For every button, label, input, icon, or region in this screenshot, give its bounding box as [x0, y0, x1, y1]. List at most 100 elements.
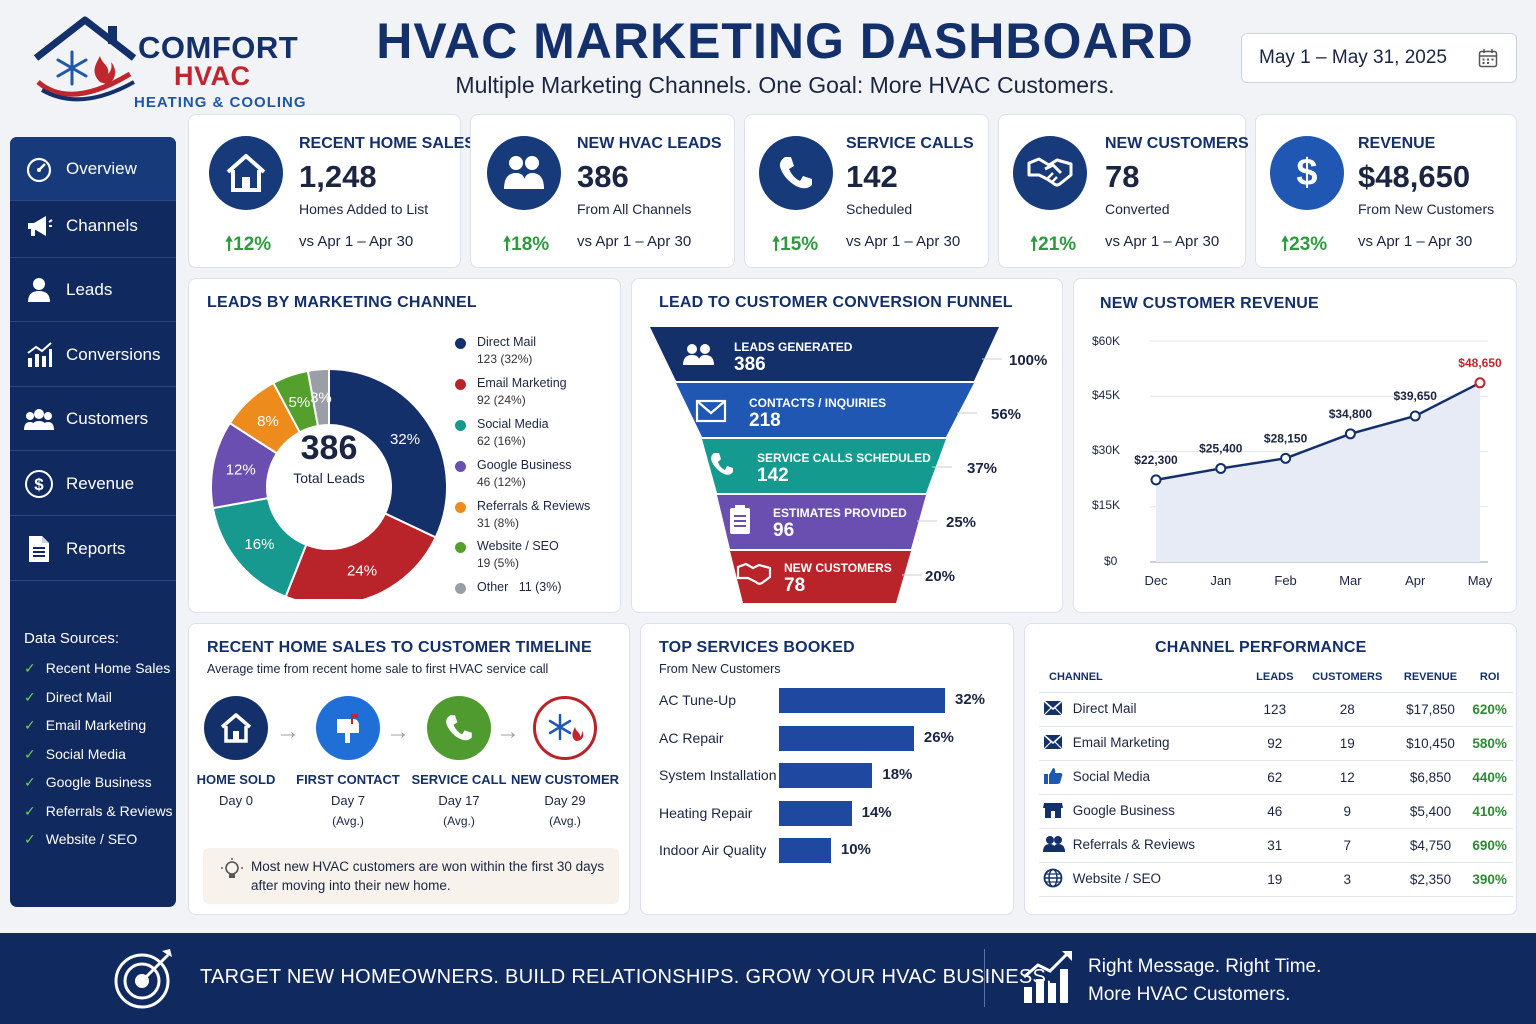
- kpi-delta: 🠕12%: [225, 234, 272, 255]
- data-source-item: ✓ Social Media: [24, 746, 126, 762]
- envelope-icon: [1043, 699, 1069, 719]
- kpi-card-revenue[interactable]: $ REVENUE $48,650 From New Customers 🠕23…: [1255, 114, 1517, 268]
- arrow-up-icon: 🠕: [503, 234, 512, 255]
- kpi-card-home-sales[interactable]: RECENT HOME SALES 1,248 Homes Added to L…: [188, 114, 475, 268]
- kpi-value: $48,650: [1358, 159, 1471, 194]
- section-title: RECENT HOME SALES TO CUSTOMER TIMELINE: [207, 639, 592, 656]
- funnel-stage-leads: [650, 327, 999, 381]
- date-range-picker[interactable]: May 1 – May 31, 2025: [1241, 33, 1517, 83]
- roi-cell: 410%: [1466, 794, 1513, 829]
- legend-item: Email Marketing 92 (24%): [455, 376, 567, 407]
- kpi-compare: vs Apr 1 – Apr 30: [299, 233, 414, 250]
- data-source-item: ✓ Referrals & Reviews: [24, 803, 173, 819]
- sidebar-item-label: Customers: [66, 408, 149, 428]
- donut-center-label: Total Leads: [293, 470, 365, 486]
- funnel-stage-customers: [730, 551, 911, 603]
- table-row[interactable]: Website / SEO 19 3 $2,350 390%: [1039, 862, 1513, 897]
- kpi-value: 386: [577, 159, 629, 194]
- house-icon: [209, 136, 283, 210]
- revenue-data-label: $48,650: [1458, 356, 1502, 370]
- table-row[interactable]: Social Media 62 12 $6,850 440%: [1039, 760, 1513, 795]
- timeline-step: NEW CUSTOMER Day 29 (Avg.): [510, 696, 620, 828]
- donut-slice-label: 3%: [310, 389, 332, 406]
- x-tick-label: Mar: [1339, 573, 1362, 588]
- page-title: HVAC MARKETING DASHBOARD: [376, 13, 1194, 69]
- section-title: CHANNEL PERFORMANCE: [1155, 639, 1367, 656]
- table-row[interactable]: Google Business 46 9 $5,400 410%: [1039, 794, 1513, 829]
- kpi-subtitle: Converted: [1105, 201, 1170, 217]
- funnel-value: 218: [749, 410, 781, 431]
- top-services-card: TOP SERVICES BOOKED From New Customers A…: [640, 623, 1014, 915]
- timeline-step: FIRST CONTACT Day 7 (Avg.): [293, 696, 403, 828]
- legend-swatch: [455, 461, 466, 472]
- sidebar-item-revenue[interactable]: $ Revenue: [10, 452, 176, 516]
- section-subtitle: Average time from recent home sale to fi…: [207, 662, 549, 676]
- sidebar-item-leads[interactable]: Leads: [10, 258, 176, 322]
- table-row[interactable]: Email Marketing 92 19 $10,450 580%: [1039, 726, 1513, 761]
- users-icon: [487, 136, 561, 210]
- data-sources-title: Data Sources:: [24, 630, 120, 647]
- funnel-label: LEADS GENERATED: [734, 340, 853, 354]
- service-pct: 26%: [923, 728, 954, 746]
- table-row[interactable]: Referrals & Reviews 31 7 $4,750 690%: [1039, 828, 1513, 863]
- channel-performance-table: CHANNEL LEADS CUSTOMERS REVENUE ROI Dire…: [1039, 662, 1513, 897]
- handshake-icon: [736, 562, 772, 585]
- data-source-item: ✓ Website / SEO: [24, 831, 138, 847]
- x-tick-label: May: [1468, 573, 1493, 588]
- sidebar-item-label: Revenue: [66, 473, 135, 493]
- service-bar: [779, 838, 831, 863]
- phone-icon: [427, 696, 491, 760]
- leads-cell: 92: [1249, 726, 1300, 761]
- revenue-data-label: $22,300: [1134, 453, 1178, 467]
- kpi-card-service-calls[interactable]: SERVICE CALLS 142 Scheduled 🠕15% vs Apr …: [744, 114, 989, 268]
- gauge-icon: [24, 154, 54, 184]
- sidebar-item-conversions[interactable]: Conversions: [10, 323, 176, 387]
- leads-cell: 62: [1249, 760, 1300, 795]
- channel-name: Email Marketing: [1072, 734, 1170, 750]
- customers-cell: 19: [1299, 726, 1395, 761]
- donut-center-value: 386: [300, 429, 358, 467]
- conversion-funnel-card: LEAD TO CUSTOMER CONVERSION FUNNEL LEADS…: [631, 278, 1063, 613]
- sidebar-item-customers[interactable]: Customers: [10, 387, 176, 451]
- kpi-delta: 🠕15%: [772, 234, 819, 255]
- donut-slice: [328, 367, 448, 539]
- y-tick-label: $60K: [1092, 334, 1121, 348]
- channel-performance-card: CHANNEL PERFORMANCE CHANNEL LEADS CUSTOM…: [1024, 623, 1517, 915]
- revenue-cell: $10,450: [1394, 726, 1467, 761]
- legend-swatch: [455, 379, 466, 390]
- leads-donut-chart: 32% 24% 16% 12% 8% 5% 3%: [210, 367, 448, 599]
- roi-cell: 620%: [1466, 692, 1513, 727]
- service-bar: [779, 800, 852, 826]
- service-bar: [779, 725, 914, 751]
- kpi-subtitle: Scheduled: [846, 201, 913, 217]
- kpi-compare: vs Apr 1 – Apr 30: [1358, 233, 1473, 250]
- lightbulb-icon: [221, 858, 243, 878]
- legend-swatch: [455, 502, 466, 513]
- table-row[interactable]: Direct Mail 123 28 $17,850 620%: [1039, 692, 1513, 727]
- legend-item: Google Business 46 (12%): [455, 458, 572, 489]
- customers-cell: 3: [1299, 862, 1395, 897]
- sidebar-item-label: Leads: [66, 279, 113, 299]
- section-title: LEAD TO CUSTOMER CONVERSION FUNNEL: [659, 294, 1013, 311]
- sidebar-item-channels[interactable]: Channels: [10, 194, 176, 258]
- funnel-label: CONTACTS / INQUIRIES: [749, 396, 887, 410]
- roi-cell: 580%: [1466, 726, 1513, 761]
- brand-tagline: HEATING & COOLING: [134, 94, 307, 111]
- check-icon: ✓: [24, 689, 36, 705]
- sidebar: Overview Channels Leads Conversions Cust…: [10, 137, 176, 907]
- x-tick-label: Feb: [1274, 573, 1296, 588]
- kpi-card-new-leads[interactable]: NEW HVAC LEADS 386 From All Channels 🠕18…: [470, 114, 735, 268]
- services-bar-chart: AC Tune-Up 32% AC Repair 26% System Installa…: [641, 624, 1015, 916]
- arrow-up-icon: 🠕: [1281, 234, 1290, 255]
- kpi-delta: 🠕23%: [1281, 234, 1328, 255]
- revenue-data-label: $28,150: [1264, 431, 1308, 445]
- sidebar-item-reports[interactable]: Reports: [10, 517, 176, 581]
- kpi-value: 1,248: [299, 159, 377, 194]
- sidebar-item-overview[interactable]: Overview: [10, 137, 176, 201]
- dollar-icon: $: [1270, 136, 1344, 210]
- kpi-card-new-customers[interactable]: NEW CUSTOMERS 78 Converted 🠕21% vs Apr 1…: [998, 114, 1249, 268]
- footer-banner: TARGET NEW HOMEOWNERS. BUILD RELATIONSHI…: [0, 933, 1536, 1024]
- legend-swatch: [455, 583, 466, 594]
- funnel-value: 386: [734, 354, 766, 375]
- revenue-area-chart: $22,300 Dec $25,400 Jan $28,150 Feb $34,800 Mar…: [1134, 340, 1502, 588]
